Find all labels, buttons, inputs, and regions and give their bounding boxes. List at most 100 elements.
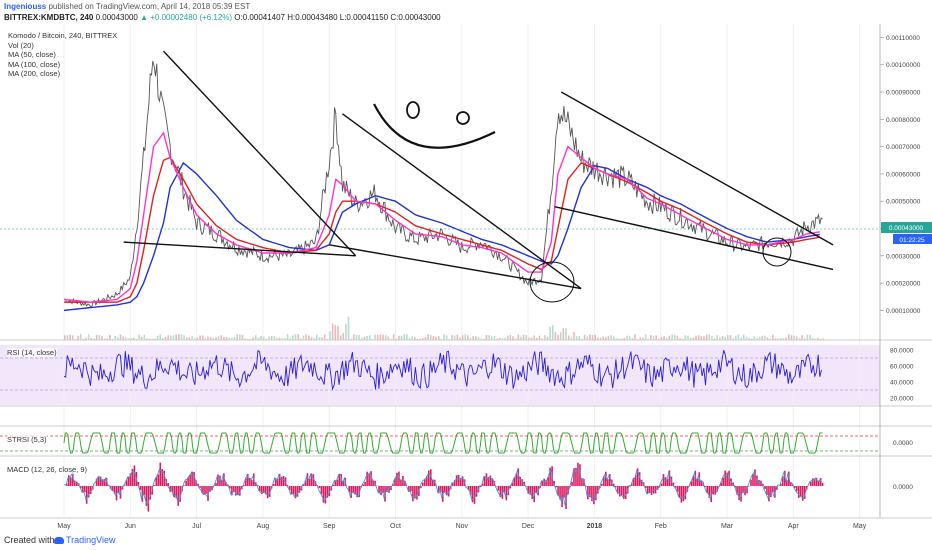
trendline[interactable] [554,205,834,271]
volume-bar [801,335,803,340]
macd-bar [127,476,130,486]
time-tick-label: Aug [257,523,270,530]
macd-bar [467,486,470,491]
volume-bar [239,334,241,340]
volume-bar [188,337,191,340]
trendline[interactable] [329,244,582,290]
volume-bar [249,338,252,340]
volume-bar [658,338,660,340]
volume-bar [363,336,366,340]
volume-bar [591,335,594,340]
price-axis[interactable]: 0.00110000 0.00100000 0.00090000 0.00080000… [880,35,921,491]
last-price-badge [881,222,932,233]
macd-tick-label: 0.0000 [893,484,913,491]
volume-bar [77,335,79,340]
macd-bar [332,484,335,486]
legend-volume[interactable]: Vol (20) [8,40,34,50]
volume-bar [395,338,398,340]
volume-bar [355,334,358,340]
trendline[interactable] [123,241,356,257]
macd-bar [235,486,237,496]
price-change: ▲ +0.00002480 (+6.12%) [140,13,233,22]
volume-bar [122,336,124,340]
macd-bar [459,478,462,486]
rsi-pane-label[interactable]: RSI (14, close) [7,348,57,357]
time-axis[interactable]: May Jun Jul Aug Sep Oct Nov Dec 2018 Feb Mar Apr May [57,523,866,530]
volume-bar [602,336,604,340]
volume-bar [419,338,421,340]
macd-bar [400,479,402,486]
time-tick-label: May [853,523,867,530]
legend-ma50[interactable]: MA (50, close) [8,50,56,59]
volume-bar [506,335,509,340]
tradingview-logo[interactable]: TradingView [54,535,116,545]
stoch-pane-label[interactable]: STRSI (5,3) [7,435,47,444]
macd-bar [527,486,530,494]
volume-bar [406,334,408,340]
macd-bar [209,486,211,492]
trendline[interactable] [560,91,834,246]
volume-bar [819,338,822,340]
macd-bar [648,486,651,493]
macd-bar [402,475,404,486]
volume-bar [798,338,801,340]
macd-bar [221,479,223,486]
volume-bar [490,336,493,340]
author-name[interactable]: Ingeniouss [4,2,47,11]
volume-bar [567,335,570,340]
volume-bar [398,336,400,340]
trendline[interactable] [342,113,582,290]
volume-bar [201,335,204,340]
volume-bar [93,338,95,340]
macd-bar [189,474,191,486]
volume-bars [64,316,825,340]
macd-bar [294,486,297,499]
macd-bar [424,479,426,486]
macd-bar [509,486,512,489]
volume-bar [811,338,814,340]
footer: Created with TradingView [0,532,932,550]
macd-bar [515,473,518,486]
macd-bar [282,475,285,486]
volume-bar [721,335,724,340]
volume-bar [207,336,209,340]
trendlines[interactable] [123,50,834,290]
macd-bar [531,486,534,500]
volume-bar [445,335,448,340]
macd-bar [813,478,816,486]
price-tick-label: 0.00090000 [886,90,921,97]
macd-bar [632,477,635,486]
macd-bar [581,478,583,486]
smile-eye-left [406,101,420,119]
macd-bar [429,469,432,486]
legend-ma200[interactable]: MA (200, close) [8,69,61,78]
macd-bar [529,486,532,495]
macd-bar [280,476,283,486]
macd-bar [750,479,752,486]
macd-bar [724,470,726,486]
volume-bar [178,334,180,340]
volume-bar [313,337,315,340]
macd-pane-label[interactable]: MACD (12, 26, close, 9) [7,465,88,474]
macd-bar [364,481,366,486]
macd-bar [608,474,611,486]
price-chart[interactable]: 0.00110000 0.00100000 0.00090000 0.00080000… [0,24,932,532]
volume-bar [225,336,228,340]
volume-bar [148,338,151,340]
macd-bar [147,486,150,512]
volume-bar [358,335,360,340]
macd-bar [694,470,697,486]
macd-bar [746,486,748,494]
volume-bar [427,334,429,340]
volume-bar [146,338,148,340]
macd-bar [704,486,707,487]
trendline[interactable] [162,50,357,257]
volume-bar [268,336,270,340]
legend-ma100[interactable]: MA (100, close) [8,59,61,69]
legend-symbol[interactable]: Komodo / Bitcoin, 240, BITTREX [8,31,118,40]
volume-bar [554,331,557,340]
volume-bar [687,335,689,340]
volume-bar [209,336,212,340]
macd-bar [505,486,508,501]
macd-bar [250,480,253,486]
